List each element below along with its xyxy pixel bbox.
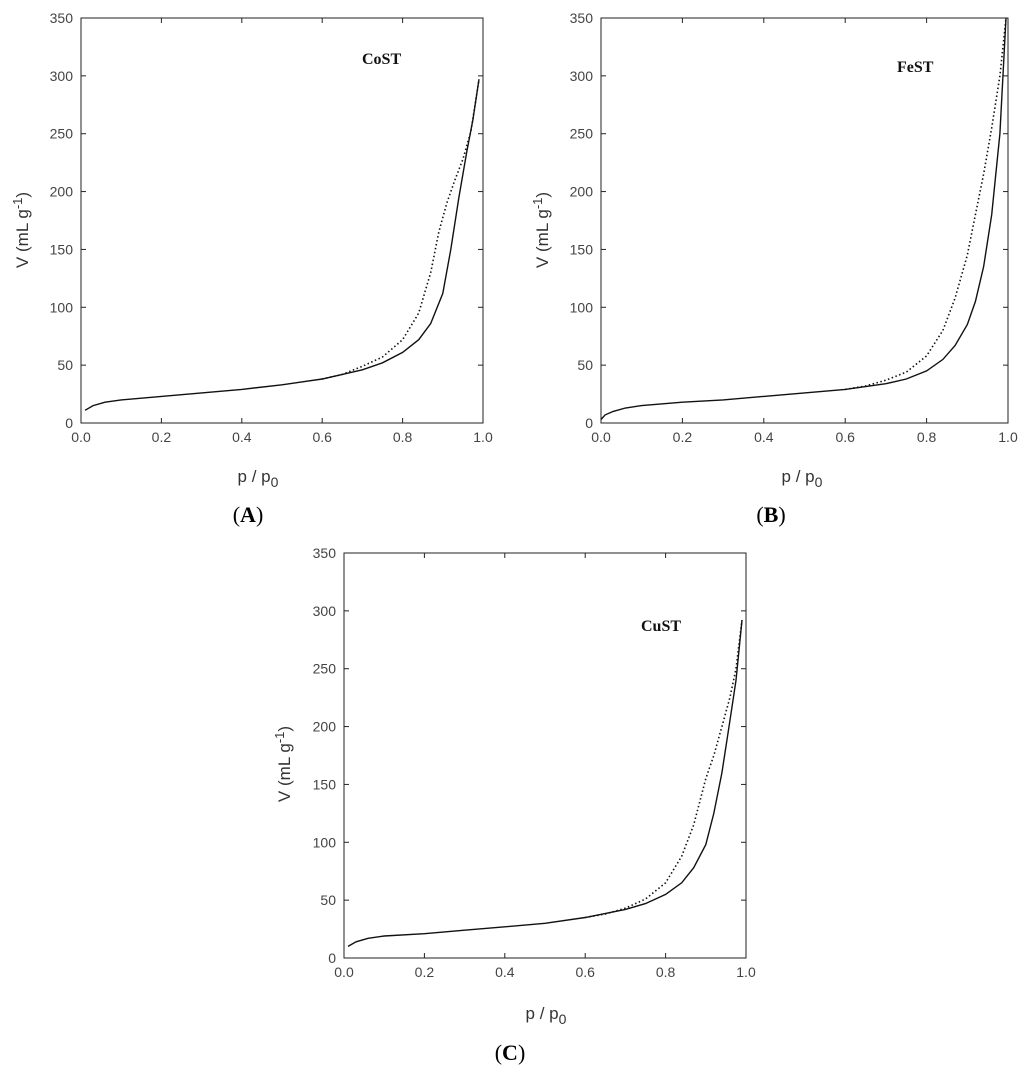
x-ticks: 0.0 0.2 0.4 0.6 0.8 1.0 — [591, 18, 1018, 445]
y-tick-label: 150 — [570, 241, 594, 257]
y-tick-label: 350 — [313, 545, 337, 561]
y-ticks: 0 50 100 150 200 250 300 350 — [570, 10, 1008, 431]
x-tick-label: 0.6 — [575, 964, 595, 980]
adsorption-curve — [600, 17, 1007, 420]
y-axis-label: V (mL g-1) — [272, 726, 294, 802]
desorption-curve — [845, 17, 1007, 391]
x-tick-label: 0.0 — [591, 429, 611, 445]
adsorption-curve — [347, 620, 743, 948]
y-tick-label: 0 — [65, 415, 73, 431]
y-tick-label: 50 — [577, 357, 593, 373]
x-tick-label: 0.8 — [656, 964, 676, 980]
y-tick-label: 150 — [313, 776, 337, 792]
y-tick-label: 100 — [313, 834, 337, 850]
y-tick-label: 50 — [320, 892, 336, 908]
desorption-curve — [322, 79, 480, 380]
y-tick-label: 350 — [570, 10, 594, 26]
plot-frame — [80, 17, 484, 424]
x-tick-label: 1.0 — [998, 429, 1018, 445]
y-ticks: 0 50 100 150 200 250 300 350 — [50, 10, 483, 431]
chart-panel-a: 0 50 100 150 200 250 300 350 0.0 0.2 0.4 0.6 0.8 1.0… — [10, 10, 493, 527]
y-tick-label: 300 — [313, 603, 337, 619]
chart-panel-c: 0 50 100 150 200 250 300 350 0.0 0.2 0.4 0.6 0.8 1.0… — [272, 545, 756, 1065]
x-axis-label: p / p0 — [782, 467, 823, 490]
y-tick-label: 350 — [50, 10, 74, 26]
x-ticks: 0.0 0.2 0.4 0.6 0.8 1.0 — [71, 18, 493, 445]
y-tick-label: 50 — [57, 357, 73, 373]
x-tick-label: 0.2 — [415, 964, 435, 980]
curves — [600, 17, 1007, 420]
y-tick-label: 0 — [585, 415, 593, 431]
y-tick-label: 300 — [570, 68, 594, 84]
curves — [347, 620, 743, 948]
x-tick-label: 0.2 — [673, 429, 693, 445]
x-ticks: 0.0 0.2 0.4 0.6 0.8 1.0 — [334, 553, 756, 980]
x-tick-label: 0.4 — [754, 429, 774, 445]
x-tick-label: 0.4 — [495, 964, 515, 980]
desorption-curve — [585, 620, 743, 919]
y-ticks: 0 50 100 150 200 250 300 350 — [313, 545, 746, 966]
panel-label: (B) — [756, 502, 785, 527]
plot-frame — [343, 552, 747, 959]
x-tick-label: 0.8 — [393, 429, 413, 445]
adsorption-curve — [84, 79, 480, 411]
panel-label: (C) — [495, 1040, 526, 1065]
x-axis-label: p / p0 — [238, 467, 279, 490]
x-tick-label: 0.6 — [312, 429, 332, 445]
x-tick-label: 0.4 — [232, 429, 252, 445]
x-tick-label: 0.6 — [835, 429, 855, 445]
panel-label: (A) — [233, 502, 264, 527]
y-tick-label: 250 — [313, 661, 337, 677]
x-tick-label: 0.0 — [71, 429, 91, 445]
x-tick-label: 0.2 — [152, 429, 172, 445]
plot-frame — [600, 17, 1009, 424]
y-tick-label: 0 — [328, 950, 336, 966]
y-axis-label: V (mL g-1) — [530, 192, 552, 268]
y-tick-label: 300 — [50, 68, 74, 84]
y-axis-label: V (mL g-1) — [10, 192, 32, 268]
y-tick-label: 100 — [570, 299, 594, 315]
sample-label: CoST — [362, 51, 401, 68]
y-tick-label: 250 — [570, 126, 594, 142]
curves — [84, 79, 480, 411]
sample-label: FeST — [897, 59, 934, 76]
x-axis-label: p / p0 — [526, 1004, 567, 1027]
y-tick-label: 250 — [50, 126, 74, 142]
y-tick-label: 200 — [570, 184, 594, 200]
x-tick-label: 1.0 — [473, 429, 493, 445]
y-tick-label: 100 — [50, 299, 74, 315]
sample-label: CuST — [641, 618, 681, 635]
y-tick-label: 200 — [313, 719, 337, 735]
y-tick-label: 200 — [50, 184, 74, 200]
x-tick-label: 1.0 — [736, 964, 756, 980]
y-tick-label: 150 — [50, 241, 74, 257]
x-tick-label: 0.0 — [334, 964, 354, 980]
chart-panel-b: 0 50 100 150 200 250 300 350 0.0 0.2 0.4 0.6 0.8 1.0… — [530, 10, 1018, 527]
x-tick-label: 0.8 — [917, 429, 937, 445]
